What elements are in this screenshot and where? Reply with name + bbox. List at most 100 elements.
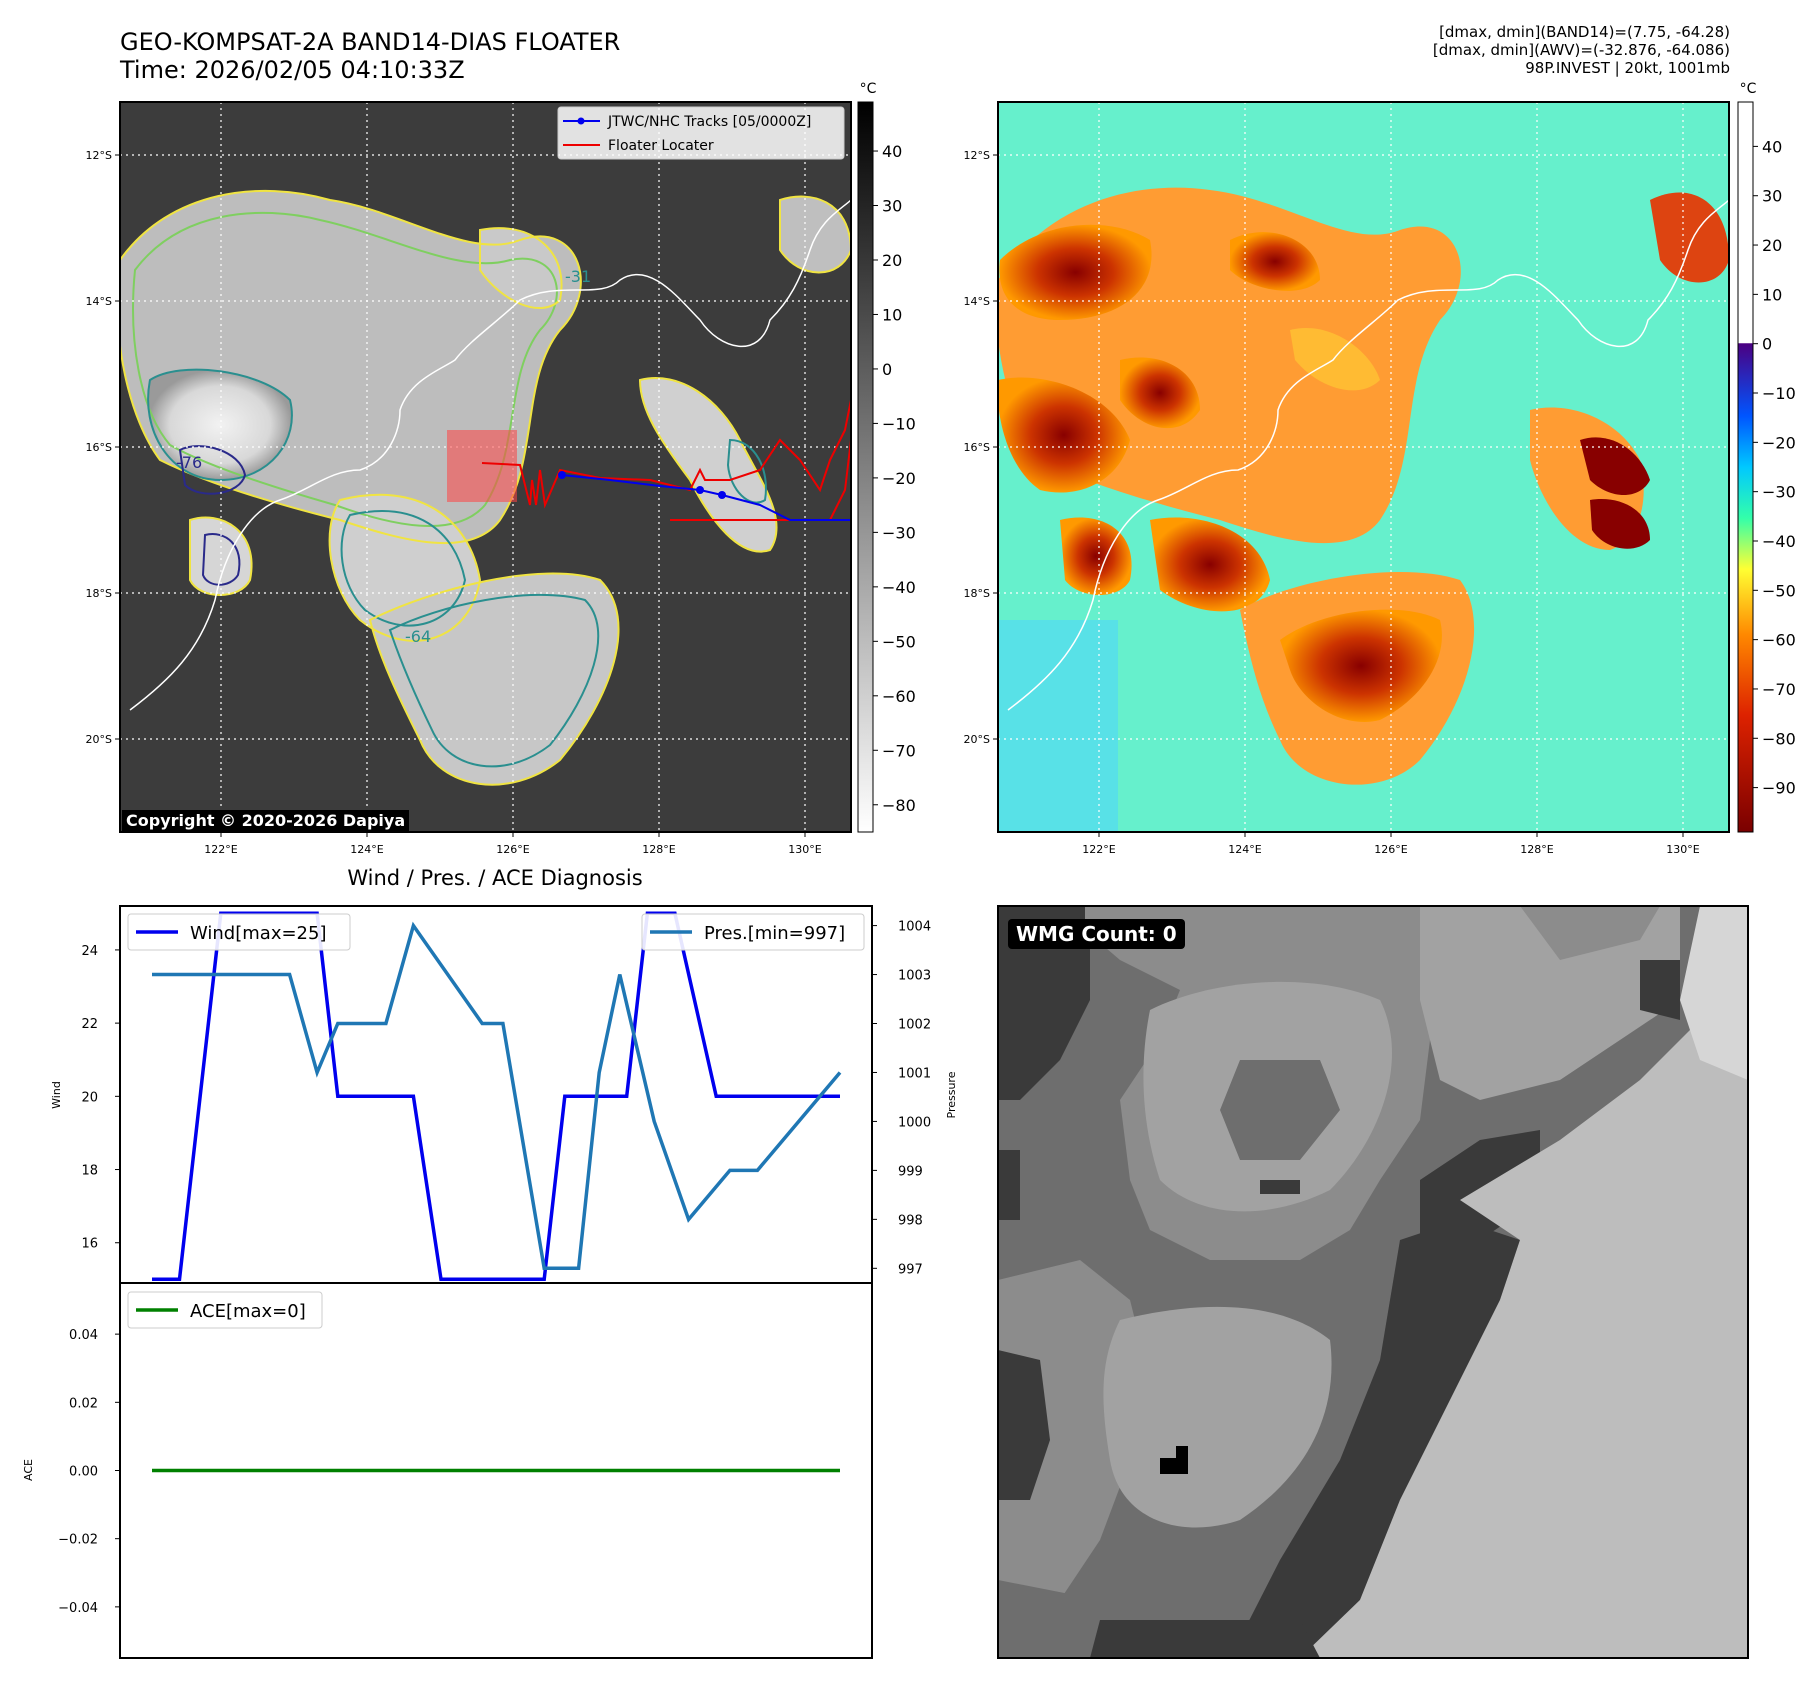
legend-locator-label: Floater Locater bbox=[608, 138, 714, 154]
ir-map-axes: 12°S 14°S 16°S 18°S 20°S 122°E 124°E 126°E 128°E… bbox=[86, 149, 822, 856]
storm-info: [dmax, dmin](BAND14)=(7.75, -64.28) [dma… bbox=[1433, 23, 1730, 77]
wind-ticks: 16 18 20 22 24 bbox=[81, 944, 120, 1252]
ir-colorbar-unit: °C bbox=[860, 81, 877, 97]
colorbar-tick-label: −60 bbox=[1762, 631, 1796, 650]
ace-tick-label: 0.00 bbox=[69, 1465, 98, 1480]
colorbar-tick-label: −40 bbox=[882, 578, 916, 597]
track-point bbox=[718, 491, 726, 499]
ir-colorbar-ticks: 40 30 20 10 0 −10 −20 −30 −40 −50 −60 −70 −80 bbox=[873, 142, 916, 815]
colorbar-tick-label: −70 bbox=[882, 741, 916, 760]
lat-tick-label: 20°S bbox=[964, 733, 990, 746]
colorbar-tick-label: −70 bbox=[1762, 680, 1796, 699]
lat-tick-label: 18°S bbox=[86, 587, 112, 600]
ir-colorbar bbox=[857, 101, 874, 833]
ir-map-panel: -31 -64 -76 JTWC/NHC Tracks [05/0000Z] bbox=[86, 81, 916, 856]
lon-tick-label: 130°E bbox=[788, 843, 821, 856]
lon-tick-label: 130°E bbox=[1666, 843, 1699, 856]
wmg-count-badge: WMG Count: 0 bbox=[1008, 919, 1185, 949]
pressure-tick-label: 1001 bbox=[898, 1066, 931, 1081]
colorbar-tick-label: −80 bbox=[1762, 729, 1796, 748]
pressure-tick-label: 1004 bbox=[898, 920, 931, 935]
lon-tick-label: 128°E bbox=[642, 843, 675, 856]
lat-tick-label: 16°S bbox=[964, 441, 990, 454]
info-line-1: [dmax, dmin](BAND14)=(7.75, -64.28) bbox=[1439, 23, 1730, 41]
pressure-tick-label: 1003 bbox=[898, 969, 931, 984]
lon-tick-label: 126°E bbox=[496, 843, 529, 856]
lon-tick-label: 124°E bbox=[1228, 843, 1261, 856]
enhanced-map-frame bbox=[997, 101, 1730, 833]
wind-tick-label: 24 bbox=[81, 944, 98, 959]
wmg-dark-pixel bbox=[1160, 1446, 1188, 1474]
pressure-tick-label: 998 bbox=[898, 1213, 923, 1228]
lat-tick-label: 12°S bbox=[964, 149, 990, 162]
colorbar-tick-label: −50 bbox=[882, 632, 916, 651]
colorbar-tick-label: 40 bbox=[1762, 137, 1782, 156]
ir-map-frame bbox=[119, 101, 852, 833]
enhanced-cloud-masses bbox=[998, 187, 1729, 785]
colorbar-tick-label: −30 bbox=[882, 523, 916, 542]
colorbar-tick-label: 20 bbox=[1762, 236, 1782, 255]
colorbar-tick-label: −50 bbox=[1762, 581, 1796, 600]
ir-gridlines bbox=[120, 102, 851, 832]
ace-panel: ACE 0.04 0.02 0.00 −0.02 −0.04 ACE[max=0] bbox=[22, 1282, 873, 1659]
pressure-ticks: 997 998 999 1000 1001 1002 1003 1004 bbox=[872, 920, 931, 1277]
enhanced-coastline bbox=[1007, 199, 1729, 711]
colorbar-tick-label: −20 bbox=[1762, 433, 1796, 452]
pressure-tick-label: 1000 bbox=[898, 1115, 931, 1130]
enhanced-map-axes: 12°S 14°S 16°S 18°S 20°S 122°E 124°E 126°E 128°E… bbox=[964, 149, 1700, 856]
enhanced-map-panel: 12°S 14°S 16°S 18°S 20°S 122°E 124°E 126°E 128°E… bbox=[964, 81, 1796, 856]
wind-tick-label: 16 bbox=[81, 1237, 98, 1252]
legend-track-label: JTWC/NHC Tracks [05/0000Z] bbox=[607, 114, 811, 130]
contour-label-64: -64 bbox=[405, 627, 431, 646]
lat-tick-label: 20°S bbox=[86, 733, 112, 746]
wmg-frame bbox=[997, 905, 1749, 1659]
floater-box bbox=[447, 430, 517, 502]
colorbar-tick-label: −30 bbox=[1762, 483, 1796, 502]
wind-tick-label: 18 bbox=[81, 1164, 98, 1179]
pressure-tick-label: 997 bbox=[898, 1262, 923, 1277]
lat-tick-label: 12°S bbox=[86, 149, 112, 162]
pressure-tick-label: 1002 bbox=[898, 1018, 931, 1033]
copyright-label: Copyright © 2020-2026 Dapiya bbox=[122, 810, 410, 831]
diagnosis-title: Wind / Pres. / ACE Diagnosis bbox=[347, 866, 642, 890]
enhanced-colorbar bbox=[1737, 101, 1754, 833]
contour-label-76: -76 bbox=[176, 453, 202, 472]
colorbar-tick-label: −10 bbox=[882, 414, 916, 433]
lon-tick-label: 122°E bbox=[204, 843, 237, 856]
ir-legend: JTWC/NHC Tracks [05/0000Z] Floater Locat… bbox=[557, 106, 845, 160]
colorbar-tick-label: 30 bbox=[882, 197, 902, 216]
track-point bbox=[558, 471, 566, 479]
track-point bbox=[696, 486, 704, 494]
lon-tick-label: 128°E bbox=[1520, 843, 1553, 856]
ace-tick-label: −0.04 bbox=[58, 1601, 98, 1616]
lon-tick-label: 122°E bbox=[1082, 843, 1115, 856]
ir-coastline bbox=[129, 199, 851, 711]
pressure-tick-label: 999 bbox=[898, 1164, 923, 1179]
lat-tick-label: 14°S bbox=[964, 295, 990, 308]
pressure-legend-label: Pres.[min=997] bbox=[704, 923, 845, 944]
colorbar-tick-label: 30 bbox=[1762, 187, 1782, 206]
ace-ticks: 0.04 0.02 0.00 −0.02 −0.04 bbox=[58, 1328, 120, 1616]
figure-title: GEO-KOMPSAT-2A BAND14-DIAS FLOATER Time:… bbox=[120, 28, 620, 84]
contour-label-31: -31 bbox=[565, 267, 591, 286]
lat-tick-label: 18°S bbox=[964, 587, 990, 600]
lat-tick-label: 14°S bbox=[86, 295, 112, 308]
colorbar-tick-label: −60 bbox=[882, 687, 916, 706]
wind-legend-label: Wind[max=25] bbox=[190, 923, 327, 944]
legend-track-marker bbox=[577, 117, 585, 125]
wind-legend: Wind[max=25] bbox=[127, 913, 351, 951]
lon-tick-label: 124°E bbox=[350, 843, 383, 856]
colorbar-tick-label: −40 bbox=[1762, 532, 1796, 551]
colorbar-tick-label: 10 bbox=[882, 305, 902, 324]
title-line-1: GEO-KOMPSAT-2A BAND14-DIAS FLOATER bbox=[120, 28, 621, 56]
pressure-legend: Pres.[min=997] bbox=[641, 913, 865, 951]
colorbar-tick-label: −90 bbox=[1762, 779, 1796, 798]
floater-locator-line bbox=[481, 399, 851, 521]
wind-pressure-panel: Wind / Pres. / ACE Diagnosis Wind Pressu… bbox=[50, 866, 958, 1284]
info-line-2: [dmax, dmin](AWV)=(-32.876, -64.086) bbox=[1432, 41, 1730, 59]
wmg-panel bbox=[997, 905, 1749, 1659]
lon-tick-label: 126°E bbox=[1374, 843, 1407, 856]
ace-legend: ACE[max=0] bbox=[127, 1291, 323, 1329]
colorbar-tick-label: 10 bbox=[1762, 285, 1782, 304]
